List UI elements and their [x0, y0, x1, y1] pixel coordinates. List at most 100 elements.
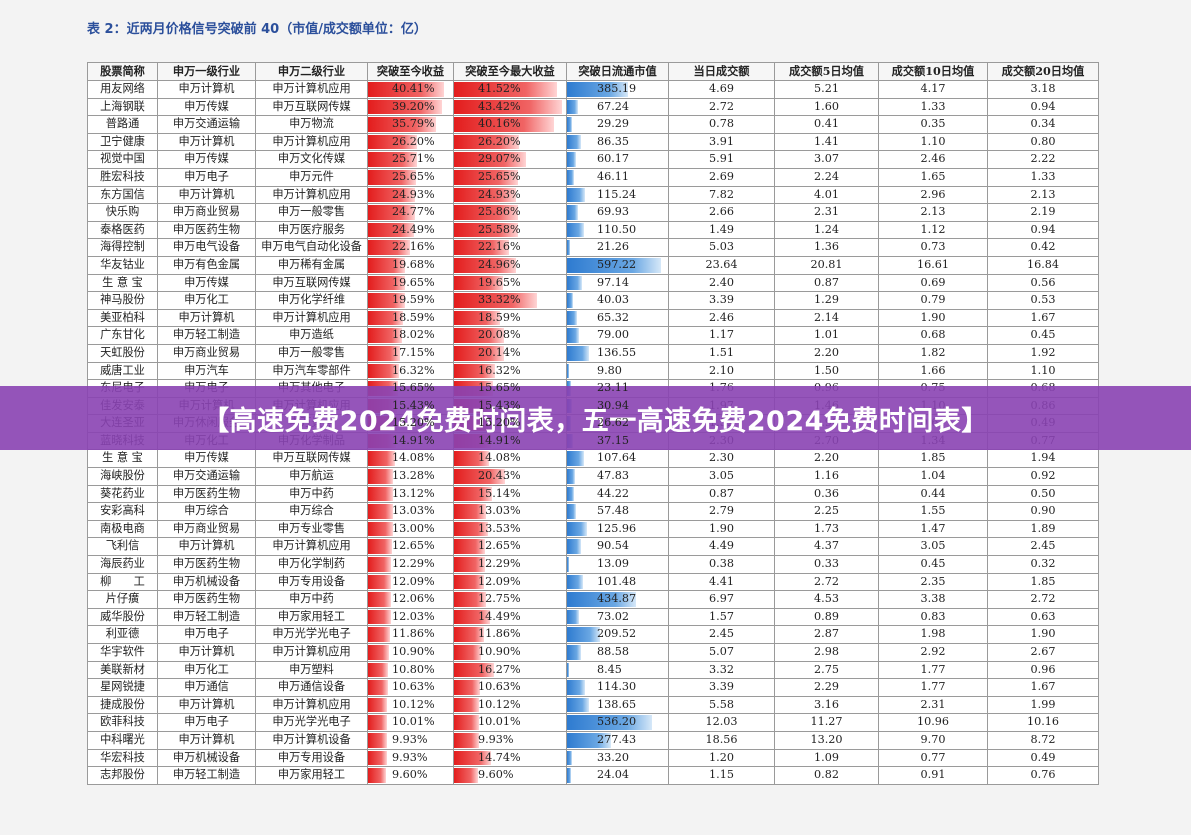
return-bar-cell: 13.28%	[367, 467, 454, 486]
table-cell: 0.63	[987, 607, 1099, 627]
cell-value: 40.03	[597, 293, 630, 307]
table-cell: 0.94	[987, 220, 1099, 240]
table-cell: 0.79	[878, 291, 988, 310]
table-cell: 申万计算机	[157, 695, 256, 715]
table-cell: 20.81	[774, 255, 879, 275]
table-cell: 2.69	[668, 167, 775, 187]
table-cell: 申万一般零售	[255, 203, 368, 222]
table-cell: 申万专用设备	[255, 572, 368, 592]
table-row: 美联新材 申万化工 申万塑料 10.80% 16.27% 8.45 3.32 2.75 1.77…	[87, 660, 1099, 680]
table-cell: 1.67	[987, 308, 1099, 328]
table-cell: 1.49	[668, 220, 775, 240]
return-bar-cell: 14.74%	[453, 748, 567, 768]
cell-value: 20.14%	[478, 345, 521, 359]
cell-value: 125.96	[597, 521, 637, 535]
return-bar	[368, 645, 389, 660]
table-row: 片仔癀 申万医药生物 申万中药 12.06% 12.75% 434.87 6.97 4.53 3…	[87, 590, 1099, 609]
return-bar	[454, 539, 486, 555]
market-cap-bar	[567, 768, 571, 783]
market-cap-bar	[567, 521, 587, 537]
return-bar	[368, 715, 387, 730]
cell-value: 40.16%	[478, 117, 521, 131]
table-cell: 申万计算机	[157, 308, 256, 328]
market-cap-bar	[567, 134, 581, 150]
return-bar-cell: 12.29%	[367, 555, 454, 574]
cell-value: 15.65%	[392, 381, 435, 395]
market-cap-bar-cell: 277.43	[566, 730, 669, 750]
return-bar	[368, 169, 417, 185]
return-bar	[454, 82, 558, 97]
table-header-row: 股票简称 申万一级行业 申万二级行业 突破至今收益 突破至今最大收益 突破日流通市值 当日成…	[87, 62, 1099, 81]
table-cell: 2.72	[774, 572, 879, 592]
market-cap-bar-cell: 29.29	[566, 115, 669, 134]
table-row: 捷成股份 申万计算机 申万计算机应用 10.12% 10.12% 138.65 5.58 3.…	[87, 695, 1099, 715]
table-row: 胜宏科技 申万电子 申万元件 25.65% 25.65% 46.11 2.69 2.24 1.6…	[87, 167, 1099, 187]
headline-banner[interactable]: 【高速免费2024免费时间表，五一高速免费2024免费时间表】	[0, 386, 1191, 450]
table-cell: 8.72	[987, 730, 1099, 750]
table-cell: 1.85	[878, 449, 988, 469]
table-cell: 3.39	[668, 678, 775, 697]
cell-value: 19.68%	[392, 257, 435, 271]
table-cell: 0.45	[878, 555, 988, 574]
cell-value: 16.27%	[478, 662, 521, 676]
return-bar	[368, 275, 406, 291]
stock-name-cell: 广东甘化	[87, 326, 158, 345]
cell-value: 19.65%	[392, 275, 435, 289]
market-cap-bar	[567, 732, 611, 748]
table-cell: 4.37	[774, 537, 879, 557]
return-bar-cell: 26.20%	[453, 132, 567, 152]
table-title: 表 2：近两月价格信号突破前 40（市值/成交额单位：亿）	[87, 22, 427, 37]
market-cap-bar	[567, 645, 581, 660]
table-row: 用友网络 申万计算机 申万计算机应用 40.41% 41.52% 385.19 4.69 5.…	[87, 80, 1099, 99]
table-cell: 4.01	[774, 185, 879, 205]
return-bar	[368, 521, 393, 537]
market-cap-bar	[567, 750, 573, 766]
return-bar-cell: 10.12%	[453, 695, 567, 715]
return-bar	[454, 486, 492, 502]
table-cell: 4.69	[668, 80, 775, 99]
stock-name-cell: 快乐购	[87, 203, 158, 222]
return-bar	[368, 592, 391, 607]
table-cell: 申万化工	[157, 660, 256, 680]
market-cap-bar	[567, 697, 589, 713]
table-cell: 5.07	[668, 643, 775, 662]
cell-value: 9.60%	[478, 768, 514, 782]
market-cap-bar-cell: 24.04	[566, 766, 669, 785]
table-cell: 3.39	[668, 291, 775, 310]
table-row: 美亚柏科 申万计算机 申万计算机应用 18.59% 18.59% 65.32 2.46 2.1…	[87, 308, 1099, 328]
return-bar	[454, 750, 491, 766]
market-cap-bar	[567, 627, 601, 642]
table-cell: 1.33	[878, 97, 988, 117]
table-cell: 2.29	[774, 678, 879, 697]
cell-value: 136.55	[597, 345, 637, 359]
cell-value: 41.52%	[478, 82, 521, 95]
table-cell: 申万电气自动化设备	[255, 238, 368, 257]
cell-value: 24.77%	[392, 205, 435, 219]
table-cell: 申万计算机	[157, 185, 256, 205]
stock-name-cell: 上海钢联	[87, 97, 158, 117]
table-cell: 申万中药	[255, 484, 368, 504]
return-bar-cell: 35.79%	[367, 115, 454, 134]
table-cell: 1.15	[668, 766, 775, 785]
cell-value: 24.49%	[392, 222, 435, 236]
table-row: 飞利信 申万计算机 申万计算机应用 12.65% 12.65% 90.54 4.49 4.37…	[87, 537, 1099, 557]
table-cell: 0.68	[878, 326, 988, 345]
cell-value: 29.29	[597, 117, 630, 131]
cell-value: 43.42%	[478, 99, 521, 113]
market-cap-bar	[567, 662, 570, 678]
return-bar-cell: 20.14%	[453, 343, 567, 363]
table-cell: 1.89	[987, 519, 1099, 539]
table-cell: 3.16	[774, 695, 879, 715]
cell-value: 97.14	[597, 275, 630, 289]
return-bar-cell: 10.80%	[367, 660, 454, 680]
return-bar-cell: 15.43%	[367, 396, 454, 416]
market-cap-bar	[567, 486, 574, 502]
market-cap-bar	[567, 257, 662, 273]
table-cell: 4.41	[668, 572, 775, 592]
table-cell: 申万航运	[255, 467, 368, 486]
table-cell: 1.41	[774, 132, 879, 152]
table-cell: 申万计算机应用	[255, 308, 368, 328]
table-cell: 0.94	[987, 97, 1099, 117]
table-cell: 申万医药生物	[157, 484, 256, 504]
cell-value: 597.22	[597, 257, 637, 271]
